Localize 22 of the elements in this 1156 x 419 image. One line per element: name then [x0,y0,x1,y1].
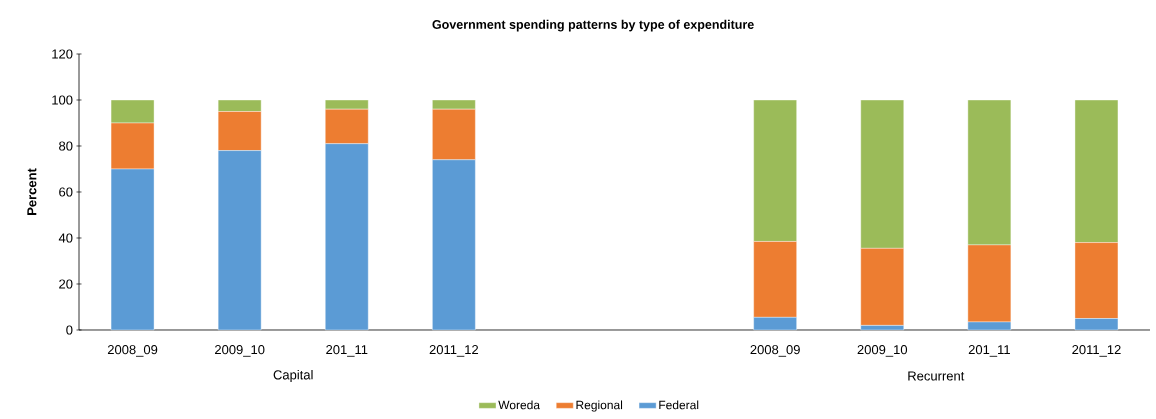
x-tick-label: 201_11 [326,345,368,357]
y-tick-label: 20 [59,279,73,289]
y-tick-label: 60 [59,187,73,197]
x-tick-label: 2011_12 [429,345,479,357]
x-tick-label: 2011_12 [1072,345,1121,357]
chart-title: Government spending patterns by type of expenditure [432,19,754,32]
x-tick-label: 2009_10 [857,345,908,357]
x-tick-label: 2008_09 [750,345,800,357]
y-tick-label: 100 [52,95,73,105]
legend-label: Regional [576,400,623,412]
text: Capital [273,369,313,383]
y-tick-label: 80 [59,141,73,151]
x-tick-label: 2009_10 [215,345,265,357]
y-axis-title: Percent [27,168,37,215]
legend-label: Woreda [498,400,541,410]
y-tick-label: 120 [52,49,73,59]
x-tick-label: 2008_09 [107,345,158,357]
legend-label: Federal [659,400,699,410]
text: Recurrent [908,371,965,381]
y-tick-label: 40 [58,233,73,243]
y-tick-label: 0 [66,325,73,335]
x-tick-label: 201_11 [968,345,1010,357]
